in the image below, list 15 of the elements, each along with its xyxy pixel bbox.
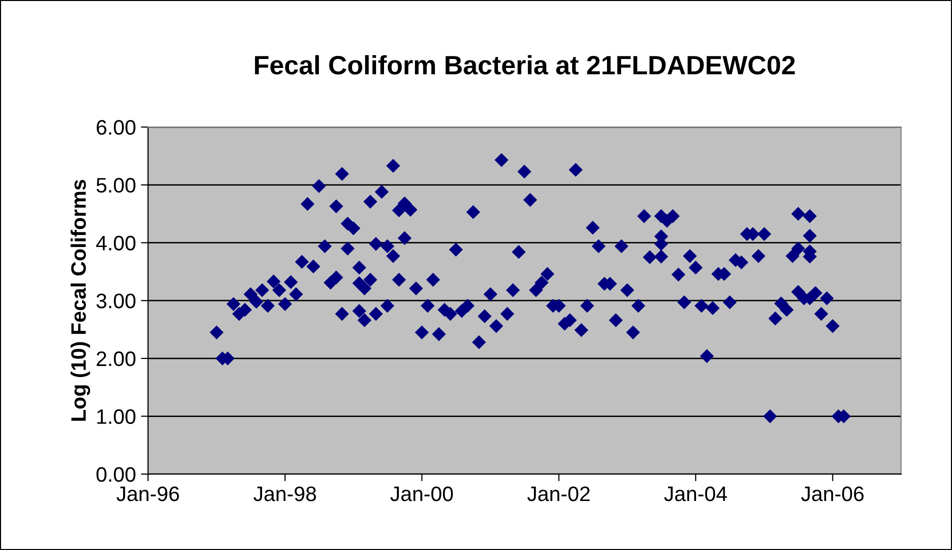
y-tick-label: 0.00: [96, 467, 136, 482]
x-tick-label: Jan-02: [527, 486, 590, 502]
y-tick-label: 6.00: [96, 120, 136, 135]
y-tick-label: 5.00: [96, 178, 136, 193]
x-tick-label: Jan-00: [390, 486, 453, 502]
chart-title: Fecal Coliform Bacteria at 21FLDADEWC02: [255, 55, 795, 75]
y-tick-label: 1.00: [97, 409, 136, 424]
x-tick-label: Jan-98: [254, 486, 316, 502]
x-tick-label: Jan-04: [664, 486, 727, 502]
x-tick-label: Jan-96: [116, 486, 179, 502]
y-tick-label: 3.00: [96, 294, 136, 308]
x-tick-label: Jan-06: [801, 486, 864, 502]
y-tick-label: 2.00: [96, 351, 136, 366]
y-axis-title: Log (10) Fecal Coliforms: [70, 180, 90, 421]
y-tick-label: 4.00: [96, 236, 136, 250]
